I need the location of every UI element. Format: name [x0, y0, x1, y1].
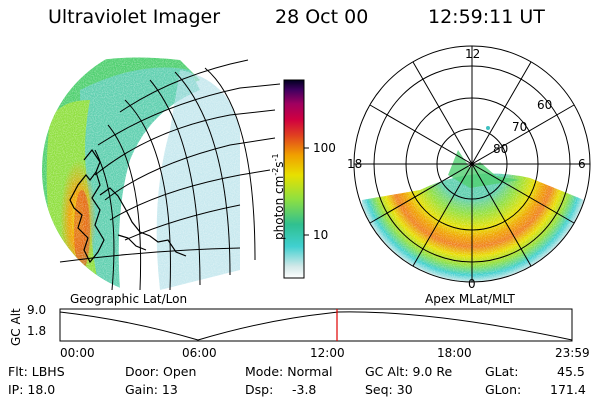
glon-label: GLon: — [485, 382, 522, 397]
glat-label: GLat: — [485, 364, 519, 379]
timeline-xtick-0000: 00:00 — [60, 346, 95, 360]
mlt-label-18: 18 — [347, 157, 363, 171]
dsp-label: Dsp: — [245, 382, 274, 397]
timeline-plot — [59, 308, 573, 342]
left-caption: Geographic Lat/Lon — [70, 292, 188, 306]
filter-info: Flt: LBHS — [8, 364, 65, 379]
mlt-label-0: 0 — [468, 277, 476, 291]
gain-info: Gain: 13 — [125, 382, 178, 397]
colorbar — [283, 79, 309, 279]
coastlines — [69, 148, 187, 264]
mlt-label-12: 12 — [465, 47, 481, 61]
mlat-label-60: 60 — [537, 98, 553, 112]
glon-value: 171.4 — [550, 382, 586, 397]
seq-info: Seq: 30 — [365, 382, 413, 397]
door-info: Door: Open — [125, 364, 197, 379]
timeline-xtick-0600: 06:00 — [182, 346, 217, 360]
glat-value: 45.5 — [557, 364, 585, 379]
right-caption: Apex MLat/MLT — [425, 292, 515, 306]
geo-grid — [59, 59, 281, 291]
time-label: 12:59:11 UT — [428, 6, 545, 28]
colorbar-tick-100: 100 — [313, 141, 336, 155]
instrument-title: Ultraviolet Imager — [48, 6, 221, 28]
timeline-xtick-2359: 23:59 — [555, 346, 590, 360]
timeline-ylabel: GC Alt — [9, 308, 23, 346]
emission-spot — [486, 126, 490, 130]
polar-grid — [353, 45, 591, 283]
timeline-ytick-9: 9.0 — [27, 303, 47, 317]
colorbar-tick-10: 10 — [313, 228, 329, 242]
timeline-ytick-1_8: 1.8 — [27, 324, 47, 338]
gc-alt-info: GC Alt: 9.0 Re — [365, 364, 453, 379]
dsp-value: -3.8 — [292, 382, 317, 397]
mlat-label-70: 70 — [512, 120, 528, 134]
ip-info: IP: 18.0 — [8, 382, 56, 397]
mlt-label-6: 6 — [578, 157, 586, 171]
date-label: 28 Oct 00 — [275, 6, 369, 28]
mlat-label-80: 80 — [493, 142, 509, 156]
mode-info: Mode: Normal — [245, 364, 333, 379]
timeline-xtick-1200: 12:00 — [310, 346, 345, 360]
timeline-xtick-1800: 18:00 — [437, 346, 472, 360]
